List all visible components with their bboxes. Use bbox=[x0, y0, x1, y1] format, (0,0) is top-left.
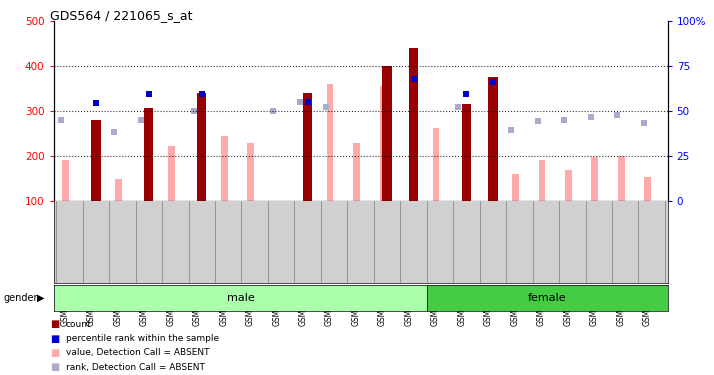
Bar bbox=[353, 143, 360, 201]
Text: female: female bbox=[528, 293, 567, 303]
Bar bbox=[512, 174, 518, 201]
Bar bbox=[380, 86, 386, 201]
Text: ■: ■ bbox=[50, 334, 59, 344]
Text: gender: gender bbox=[4, 293, 38, 303]
Text: ■: ■ bbox=[50, 348, 59, 358]
Bar bbox=[197, 93, 206, 201]
Bar bbox=[62, 160, 69, 201]
Bar bbox=[303, 93, 312, 201]
Bar bbox=[488, 77, 498, 201]
Bar bbox=[248, 143, 254, 201]
Text: value, Detection Call = ABSENT: value, Detection Call = ABSENT bbox=[66, 348, 209, 357]
Bar bbox=[168, 146, 175, 201]
Text: count: count bbox=[66, 320, 91, 329]
Text: ▶: ▶ bbox=[37, 293, 45, 303]
Bar bbox=[115, 179, 121, 201]
Bar bbox=[327, 84, 333, 201]
Text: GDS564 / 221065_s_at: GDS564 / 221065_s_at bbox=[50, 9, 193, 22]
Bar bbox=[409, 48, 418, 201]
Bar bbox=[91, 120, 101, 201]
Bar bbox=[433, 128, 439, 201]
Bar bbox=[462, 104, 471, 201]
Text: male: male bbox=[226, 293, 254, 303]
Bar bbox=[144, 108, 154, 201]
Bar bbox=[618, 156, 625, 201]
Bar bbox=[538, 160, 545, 201]
Bar bbox=[565, 170, 572, 201]
Text: ■: ■ bbox=[50, 362, 59, 372]
Bar bbox=[591, 157, 598, 201]
Bar bbox=[221, 136, 228, 201]
Text: percentile rank within the sample: percentile rank within the sample bbox=[66, 334, 218, 343]
Text: rank, Detection Call = ABSENT: rank, Detection Call = ABSENT bbox=[66, 363, 205, 372]
Text: ■: ■ bbox=[50, 320, 59, 329]
Bar bbox=[383, 66, 392, 201]
Bar bbox=[645, 177, 651, 201]
